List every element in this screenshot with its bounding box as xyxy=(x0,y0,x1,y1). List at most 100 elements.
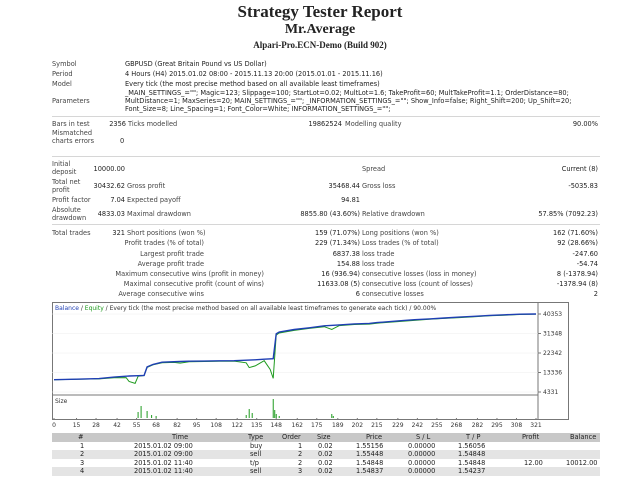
x-tick-label: 229 xyxy=(392,422,404,429)
x-tick-label: 215 xyxy=(371,422,383,429)
legend-rest: / Every tick (the most precise method ba… xyxy=(104,305,437,312)
profit-factor-label: Profit factor xyxy=(52,196,91,204)
quality-label: Modelling quality xyxy=(345,120,402,128)
x-axis-labels: 0 15 28 42 55 68 82 95 108 122 135 148 162 175 189 202 2… xyxy=(52,422,569,430)
legend-balance: Balance xyxy=(55,305,79,312)
legend-equity: Equity xyxy=(85,305,104,312)
average-consecutive-losses-label: consecutive losses xyxy=(362,290,424,298)
x-tick-label: 295 xyxy=(491,422,503,429)
deposit-value: 10000.00 xyxy=(93,165,125,173)
x-tick-label: 122 xyxy=(231,422,243,429)
profit-factor-value: 7.04 xyxy=(110,196,125,204)
report-title: Strategy Tester Report xyxy=(237,2,403,21)
average-loss-label: loss trade xyxy=(362,260,395,268)
x-tick-label: 95 xyxy=(192,422,201,429)
x-tick-label: 189 xyxy=(332,422,344,429)
max-consecutive-losses-label: consecutive losses (loss in money) xyxy=(362,270,477,278)
short-positions-label: Short positions (won %) xyxy=(127,229,206,237)
net-profit-label: Total net profit xyxy=(52,178,81,194)
x-tick-label: 308 xyxy=(510,422,523,429)
cell-price: 1.55448 xyxy=(356,450,384,458)
divider xyxy=(52,116,600,117)
relative-drawdown-label: Relative drawdown xyxy=(362,210,425,218)
average-consecutive-wins-value: 6 xyxy=(355,290,360,298)
max-consecutive-losses-value: 8 (-1378.94) xyxy=(556,270,598,278)
cell-size: 0.02 xyxy=(318,450,333,458)
cell-balance: 10012.00 xyxy=(566,458,598,467)
loss-trades-value: 92 (28.66%) xyxy=(557,239,598,247)
cell-tp: 1.56056 xyxy=(458,441,486,450)
cell-price: 1.54848 xyxy=(356,458,384,467)
bars-value: 2356 xyxy=(109,120,126,128)
size-panel-label: Size xyxy=(55,398,68,405)
gross-profit-value: 35468.44 xyxy=(328,182,360,190)
gross-loss-label: Gross loss xyxy=(362,182,396,190)
cell-type: sell xyxy=(250,450,262,458)
balance-chart-svg: Balance / Equity / Every tick (the most … xyxy=(52,302,569,420)
max-consecutive-loss-value: -1378.94 (8) xyxy=(556,280,598,288)
balance-line xyxy=(53,313,537,381)
cell-order: 1 xyxy=(298,441,303,450)
x-tick-label: 321 xyxy=(530,422,542,429)
balance-chart: Balance / Equity / Every tick (the most … xyxy=(52,302,569,429)
period-value: 4 Hours (H4) 2015.01.02 08:00 - 2015.11.… xyxy=(125,70,383,78)
absolute-drawdown-value: 4833.03 xyxy=(97,210,125,218)
cell-price: 1.55156 xyxy=(356,441,384,450)
col-time: Time xyxy=(172,433,189,441)
divider xyxy=(52,156,600,157)
server-build: Alpari-Pro.ECN-Demo (Build 902) xyxy=(253,40,387,50)
cell-tp: 1.54848 xyxy=(458,450,486,458)
cell-sl: 0.00000 xyxy=(408,441,436,450)
col-number: # xyxy=(78,433,84,441)
largest-profit-label: Largest profit trade xyxy=(140,250,204,258)
cell-size: 0.02 xyxy=(318,458,333,467)
cell-number: 1 xyxy=(80,441,85,450)
col-size: Size xyxy=(317,433,331,441)
cell-sl: 0.00000 xyxy=(408,458,436,467)
max-consecutive-wins-value: 16 (936.94) xyxy=(321,270,360,278)
chart-legend: Balance / Equity / Every tick (the most … xyxy=(55,305,437,312)
x-tick-label: 42 xyxy=(113,422,121,429)
average-consecutive-losses-value: 2 xyxy=(593,290,598,298)
trades-table: # Time Type Order Size Price S / L T / P… xyxy=(52,433,600,476)
legend-sep: / xyxy=(79,305,85,312)
col-type: Type xyxy=(248,433,264,441)
quality-value: 90.00% xyxy=(572,120,598,128)
parameters-label: Parameters xyxy=(52,97,90,105)
x-tick-label: 82 xyxy=(173,422,181,429)
spread-value: Current (8) xyxy=(561,165,598,173)
cell-number: 4 xyxy=(80,467,85,475)
expert-name: Mr.Average xyxy=(284,22,356,37)
cell-tp: 1.54237 xyxy=(458,467,486,475)
loss-trades-label: Loss trades (% of total) xyxy=(362,239,439,247)
max-consecutive-wins-label: Maximum consecutive wins (profit in mone… xyxy=(115,270,264,278)
ticks-label: Ticks modelled xyxy=(128,120,178,128)
cell-profit: 12.00 xyxy=(524,458,543,467)
x-tick-label: 282 xyxy=(471,422,484,429)
model-label: Model xyxy=(52,80,72,88)
col-order: Order xyxy=(282,433,301,441)
gross-loss-value: -5035.83 xyxy=(568,182,598,190)
largest-profit-value: 6837.38 xyxy=(332,250,360,258)
gross-profit-label: Gross profit xyxy=(127,182,166,190)
x-tick-label: 255 xyxy=(431,422,443,429)
y-tick-label: 22342 xyxy=(543,350,562,357)
cell-order: 2 xyxy=(298,450,303,458)
col-sl: S / L xyxy=(416,433,431,441)
cell-number: 2 xyxy=(80,450,85,458)
period-label: Period xyxy=(52,70,73,78)
average-profit-value: 154.88 xyxy=(336,260,360,268)
cell-time: 2015.01.02 11:40 xyxy=(134,467,193,475)
x-tick-label: 148 xyxy=(270,422,282,429)
x-tick-label: 175 xyxy=(311,422,323,429)
bars-label: Bars in test xyxy=(52,120,90,128)
cell-size: 0.02 xyxy=(318,441,333,450)
symbol-value: GBPUSD (Great Britain Pound vs US Dollar… xyxy=(125,60,267,68)
ticks-value: 19862524 xyxy=(308,120,342,128)
largest-loss-value: -247.60 xyxy=(572,250,598,258)
mismatch-label: Mismatched charts errors xyxy=(52,129,95,145)
col-tp: T / P xyxy=(466,433,481,441)
x-tick-label: 55 xyxy=(132,422,141,429)
x-tick-label: 202 xyxy=(351,422,364,429)
cell-price: 1.54837 xyxy=(356,467,384,475)
